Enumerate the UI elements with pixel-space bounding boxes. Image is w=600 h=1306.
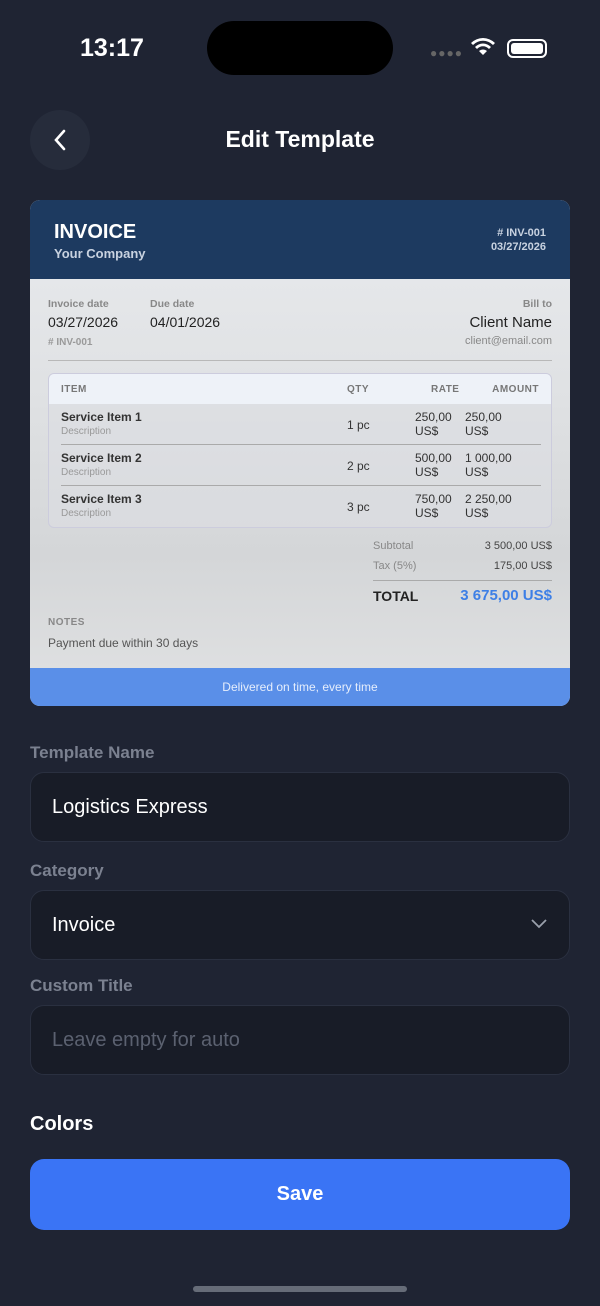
total-label: TOTAL — [373, 588, 419, 604]
item-qty: 1 pc — [347, 418, 370, 432]
sub-number: # INV-001 — [48, 337, 93, 348]
template-name-input[interactable]: Logistics Express — [30, 772, 570, 842]
item-qty: 3 pc — [347, 500, 370, 514]
clock: 13:17 — [80, 34, 144, 62]
chevron-left-icon — [54, 129, 66, 151]
item-name: Service Item 2 — [61, 451, 142, 465]
tax-value: 175,00 US$ — [493, 560, 552, 572]
client-email: client@email.com — [465, 335, 552, 347]
client-name: Client Name — [469, 314, 552, 331]
item-name: Service Item 1 — [61, 410, 142, 424]
dynamic-island — [207, 21, 393, 75]
tax-label: Tax (5%) — [373, 560, 417, 572]
item-rate-currency: US$ — [415, 506, 439, 520]
invoice-date-label: Invoice date — [48, 298, 109, 310]
item-rate: 500,00 — [415, 451, 452, 465]
item-amount-currency: US$ — [465, 424, 489, 438]
due-date-label: Due date — [150, 298, 195, 310]
table-row: Service Item 1 Description 1 pc 250,00 US… — [61, 404, 541, 445]
divider — [48, 360, 552, 361]
item-description: Description — [61, 467, 112, 478]
battery-icon — [507, 39, 547, 58]
chevron-down-icon — [531, 919, 547, 929]
col-qty: QTY — [347, 384, 370, 395]
company-name: Your Company — [54, 246, 146, 261]
table-row: Service Item 2 Description 2 pc 500,00 US… — [61, 445, 541, 486]
colors-heading: Colors — [30, 1113, 94, 1135]
item-description: Description — [61, 426, 112, 437]
item-qty: 2 pc — [347, 459, 370, 473]
template-name-label: Template Name — [30, 743, 155, 762]
signal-icon: ●●●● — [430, 46, 463, 60]
back-button[interactable] — [30, 110, 90, 170]
notes-label: NOTES — [48, 617, 85, 628]
wifi-icon — [471, 38, 495, 55]
save-button[interactable]: Save — [30, 1159, 570, 1230]
table-header: ITEM QTY RATE AMOUNT — [49, 374, 551, 404]
page-title: Edit Template — [225, 126, 375, 152]
subtotal-label: Subtotal — [373, 540, 414, 552]
col-amount: AMOUNT — [492, 384, 539, 395]
item-rate-currency: US$ — [415, 465, 439, 479]
item-amount: 2 250,00 — [465, 492, 512, 506]
invoice-date-header: 03/27/2026 — [490, 241, 546, 253]
item-amount: 250,00 — [465, 410, 502, 424]
category-value: Invoice — [52, 914, 116, 936]
invoice-preview[interactable]: INVOICE Your Company # INV-001 03/27/2026… — [30, 200, 570, 706]
item-description: Description — [61, 508, 112, 519]
invoice-date: 03/27/2026 — [48, 314, 119, 330]
due-date: 04/01/2026 — [150, 314, 221, 330]
home-indicator — [193, 1286, 407, 1292]
item-rate: 750,00 — [415, 492, 452, 506]
subtotal-value: 3 500,00 US$ — [484, 540, 552, 552]
custom-title-input[interactable]: Leave empty for auto — [30, 1005, 570, 1075]
item-amount-currency: US$ — [465, 506, 489, 520]
col-rate: RATE — [431, 384, 460, 395]
invoice-header: INVOICE Your Company # INV-001 03/27/2026 — [30, 200, 570, 279]
status-bar: 13:17 ●●●● — [0, 0, 600, 90]
table-row: Service Item 3 Description 3 pc 750,00 US… — [61, 486, 541, 527]
divider — [373, 580, 552, 581]
invoice-title: INVOICE — [54, 221, 137, 243]
custom-title-label: Custom Title — [30, 976, 133, 995]
invoice-number: # INV-001 — [497, 227, 546, 239]
invoice-footer: Delivered on time, every time — [30, 668, 570, 706]
col-item: ITEM — [61, 384, 87, 395]
item-amount: 1 000,00 — [465, 451, 512, 465]
item-name: Service Item 3 — [61, 492, 142, 506]
category-label: Category — [30, 861, 104, 880]
items-table: ITEM QTY RATE AMOUNT Service Item 1 Desc… — [48, 373, 552, 528]
item-rate: 250,00 — [415, 410, 452, 424]
item-amount-currency: US$ — [465, 465, 489, 479]
category-select[interactable]: Invoice — [30, 890, 570, 960]
total-value: 3 675,00 US$ — [460, 587, 552, 604]
bill-to-label: Bill to — [522, 298, 552, 310]
notes-text: Payment due within 30 days — [48, 636, 199, 650]
item-rate-currency: US$ — [415, 424, 439, 438]
